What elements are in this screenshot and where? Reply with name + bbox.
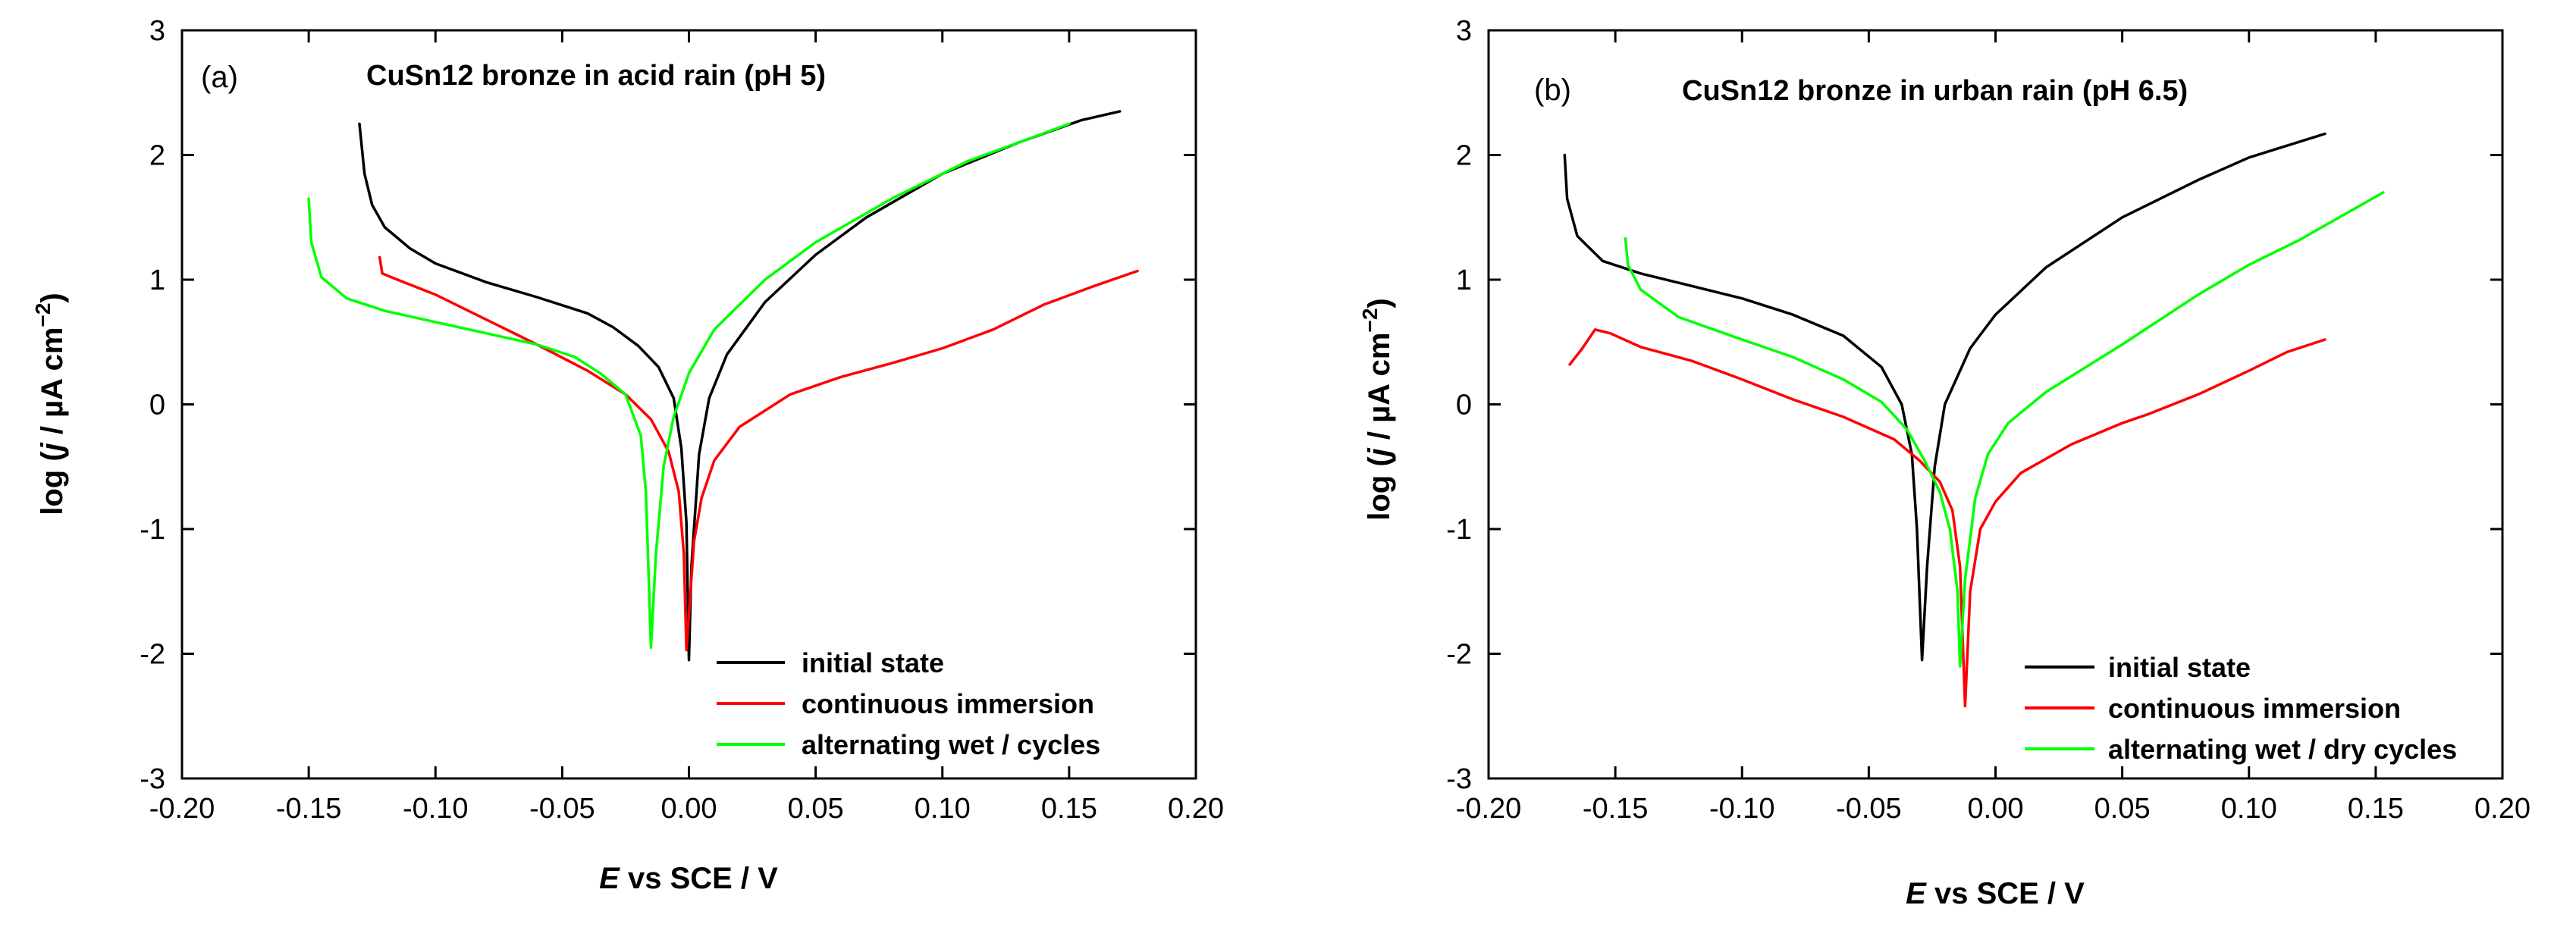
panel-a-x-tick-label: 0.20 <box>1168 793 1224 825</box>
panel-b-y-tick-label: 1 <box>1456 265 1472 296</box>
panel-a-x-tick-label: -0.05 <box>529 793 595 825</box>
panel-b-curves <box>1563 132 2385 708</box>
panel-b-legend-entry-initial-state: initial state <box>2025 652 2251 683</box>
panel-a-legend-entry-continuous-immersion: continuous immersion <box>717 688 1094 719</box>
panel-b-y-tick-label: 0 <box>1456 390 1472 421</box>
panel-b-series-continuous-immersion <box>1568 328 2327 708</box>
panel-b-title: CuSn12 bronze in urban rain (pH 6.5) <box>1682 75 2188 107</box>
panel-b-legend: initial state continuous immersion alter… <box>2025 652 2457 765</box>
panel-b-x-tick-label: 0.00 <box>1968 793 2024 825</box>
panel-b-y-tick-label: -2 <box>1446 639 1472 671</box>
panel-a-y-tick-label: -3 <box>140 763 165 795</box>
panel-b-y-axis-label: log (j / µA cm−2) <box>1358 298 1396 521</box>
panel-b-y-tick-label: 2 <box>1456 140 1472 172</box>
panel-a-label: (a) <box>201 61 238 94</box>
panel-a-y-tick-label: -1 <box>140 514 165 546</box>
panel-a-y-tick-label: 1 <box>149 265 165 296</box>
panel-a-x-tick-label: -0.20 <box>149 793 215 825</box>
panel-a-title: CuSn12 bronze in acid rain (pH 5) <box>366 60 826 92</box>
panel-a-legend-entry-initial-state: initial state <box>717 647 944 678</box>
panel-a-y-tick-label: -2 <box>140 639 165 671</box>
panel-b-legend-label-continuous-immersion: continuous immersion <box>2108 693 2401 724</box>
panel-a-y-axis-label: log (j / µA cm−2) <box>31 293 69 515</box>
panel-b-legend-label-alternating-wet-dry-cycles: alternating wet / dry cycles <box>2108 734 2457 765</box>
panel-b-x-tick-label: -0.15 <box>1583 793 1649 825</box>
panel-b-x-axis-label: E vs SCE / V <box>1906 877 2085 910</box>
panel-a-y-tick-label: 3 <box>149 15 165 47</box>
panel-b-y-tick-label: -1 <box>1446 514 1472 546</box>
panel-a-y-tick-label: 2 <box>149 140 165 172</box>
panel-b-legend-entry-alternating-wet-dry-cycles: alternating wet / dry cycles <box>2025 734 2457 765</box>
panel-a-series-alternating-wet-cycles <box>307 122 1071 650</box>
panel-b-series-alternating-wet-dry-cycles <box>1624 191 2385 668</box>
chart-panel-b: -0.20 -0.15 -0.10 -0.05 0.00 0.05 0.10 0.15 0.20… <box>1358 15 2531 910</box>
panel-a-x-tick-label: 0.05 <box>788 793 844 825</box>
panel-a-x-tick-label: 0.15 <box>1041 793 1097 825</box>
panel-a-legend-label-continuous-immersion: continuous immersion <box>802 688 1094 719</box>
panel-a-legend-label-initial-state: initial state <box>802 647 944 678</box>
panel-a-series-initial-state <box>358 110 1122 662</box>
panel-b-y-tick-label: -3 <box>1446 763 1472 795</box>
panel-a-x-tick-label: -0.10 <box>403 793 469 825</box>
panel-b-legend-label-initial-state: initial state <box>2108 652 2251 683</box>
panel-a-series-continuous-immersion <box>378 255 1139 652</box>
panel-b-x-tick-label: -0.20 <box>1456 793 1522 825</box>
panel-a-legend: initial state continuous immersion alter… <box>717 647 1100 760</box>
panel-b-x-tick-label: 0.20 <box>2474 793 2531 825</box>
panel-b-x-tick-label: -0.10 <box>1709 793 1775 825</box>
panel-a-y-tick-label: 0 <box>149 390 165 421</box>
chart-panel-a: -0.20 -0.15 -0.10 -0.05 0.00 0.05 0.10 0.15 0.20… <box>31 15 1224 895</box>
panel-a-x-axis-label: E vs SCE / V <box>599 862 778 895</box>
panel-a-curves <box>307 110 1139 662</box>
panel-b-ticks: -0.20 -0.15 -0.10 -0.05 0.00 0.05 0.10 0.15 0.20… <box>1446 15 2531 825</box>
panel-a-legend-entry-alternating-cycles: alternating wet / cycles <box>717 729 1100 760</box>
panel-b-series-initial-state <box>1563 132 2327 662</box>
panel-a-x-tick-label: 0.10 <box>915 793 971 825</box>
panel-a-x-tick-label: 0.00 <box>661 793 717 825</box>
panel-b-y-tick-label: 3 <box>1456 15 1472 47</box>
panel-a-ticks: -0.20 -0.15 -0.10 -0.05 0.00 0.05 0.10 0.15 0.20… <box>140 15 1224 825</box>
panel-b-legend-entry-continuous-immersion: continuous immersion <box>2025 693 2401 724</box>
panel-a-x-tick-label: -0.15 <box>276 793 342 825</box>
panel-b-x-tick-label: 0.15 <box>2348 793 2404 825</box>
panel-b-x-tick-label: 0.05 <box>2094 793 2151 825</box>
panel-b-x-tick-label: -0.05 <box>1836 793 1902 825</box>
panel-b-label: (b) <box>1534 74 1571 107</box>
panel-b-x-tick-label: 0.10 <box>2221 793 2277 825</box>
panel-a-legend-label-alternating-cycles: alternating wet / cycles <box>802 729 1100 760</box>
